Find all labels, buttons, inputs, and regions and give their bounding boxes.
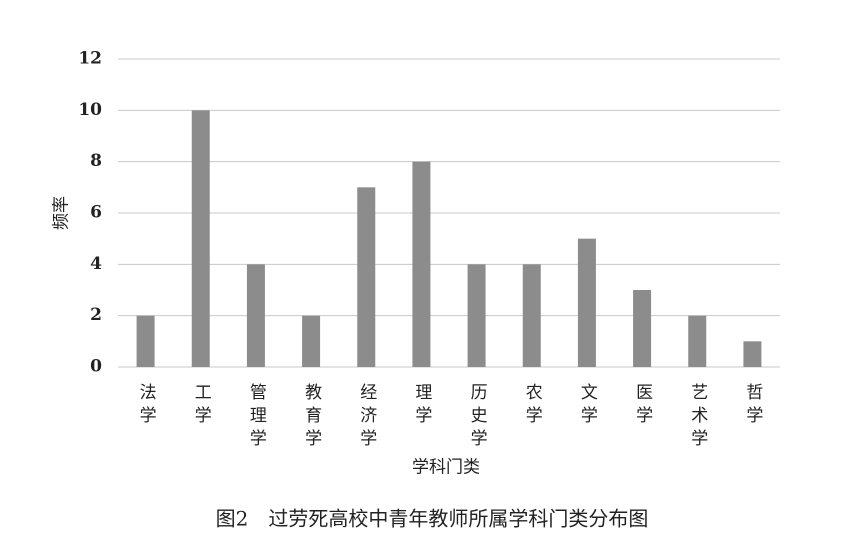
bar xyxy=(467,264,486,367)
y-tick-label: 4 xyxy=(90,254,102,274)
chart-title: 图2 过劳死高校中青年教师所属学科门类分布图 xyxy=(216,507,649,531)
bar xyxy=(302,315,321,367)
bar xyxy=(522,264,541,367)
y-axis-label: 频率 xyxy=(52,196,72,230)
y-tick-label: 8 xyxy=(90,151,102,171)
bar xyxy=(357,187,376,367)
x-tick-label: 教育学 xyxy=(301,383,322,452)
y-tick-label: 12 xyxy=(78,49,102,69)
y-tick-label: 2 xyxy=(90,305,102,325)
bar xyxy=(688,315,707,367)
bar xyxy=(191,110,210,367)
x-tick-label: 医学 xyxy=(632,383,652,429)
x-tick-label: 经济学 xyxy=(356,383,377,452)
bar xyxy=(633,290,652,367)
x-tick-label: 农学 xyxy=(522,383,543,429)
x-tick-label: 管理学 xyxy=(246,383,267,452)
bar xyxy=(743,341,762,367)
x-tick-label: 哲学 xyxy=(742,383,763,429)
x-tick-label: 艺术学 xyxy=(687,383,708,452)
y-tick-label: 0 xyxy=(90,357,102,377)
x-tick-label: 理学 xyxy=(411,383,432,429)
bar xyxy=(577,238,596,367)
x-tick-label: 历史学 xyxy=(467,383,488,452)
x-tick-label: 工学 xyxy=(191,383,212,429)
y-tick-label: 10 xyxy=(78,100,102,120)
x-tick-label: 文学 xyxy=(577,383,598,429)
x-axis-label: 学科门类 xyxy=(412,458,480,478)
bar xyxy=(136,315,155,367)
bar xyxy=(412,161,431,367)
bar xyxy=(246,264,265,367)
y-tick-label: 6 xyxy=(90,203,102,223)
x-tick-label: 法学 xyxy=(136,383,157,429)
